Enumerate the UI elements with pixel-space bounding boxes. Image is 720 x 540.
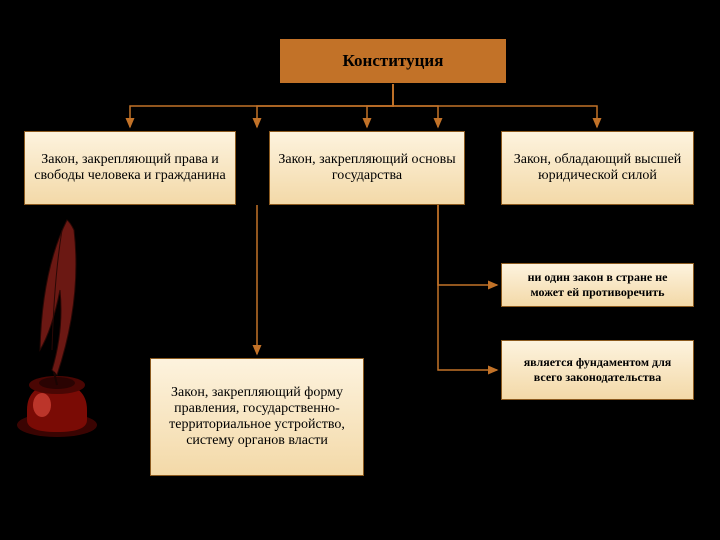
box-foundations: Закон, закрепляющий основы государства xyxy=(269,131,465,205)
box-supreme-text: Закон, обладающий высшей юридической сил… xyxy=(510,152,685,184)
box-no-contradict: ни один закон в стране не может ей проти… xyxy=(501,263,694,307)
box-foundations-text: Закон, закрепляющий основы государства xyxy=(278,152,456,184)
box-fundament-text: является фундаментом для всего законодат… xyxy=(510,355,685,385)
box-rights: Закон, закрепляющий права и свободы чело… xyxy=(24,131,236,205)
title-box: Конституция xyxy=(279,38,507,84)
box-supreme: Закон, обладающий высшей юридической сил… xyxy=(501,131,694,205)
box-no-contradict-text: ни один закон в стране не может ей проти… xyxy=(510,270,685,300)
quill-icon xyxy=(12,210,112,440)
title-text: Конституция xyxy=(343,51,444,71)
box-form-of-gov: Закон, закрепляющий форму правления, гос… xyxy=(150,358,364,476)
box-rights-text: Закон, закрепляющий права и свободы чело… xyxy=(33,152,227,184)
box-form-of-gov-text: Закон, закрепляющий форму правления, гос… xyxy=(159,385,355,449)
box-fundament: является фундаментом для всего законодат… xyxy=(501,340,694,400)
